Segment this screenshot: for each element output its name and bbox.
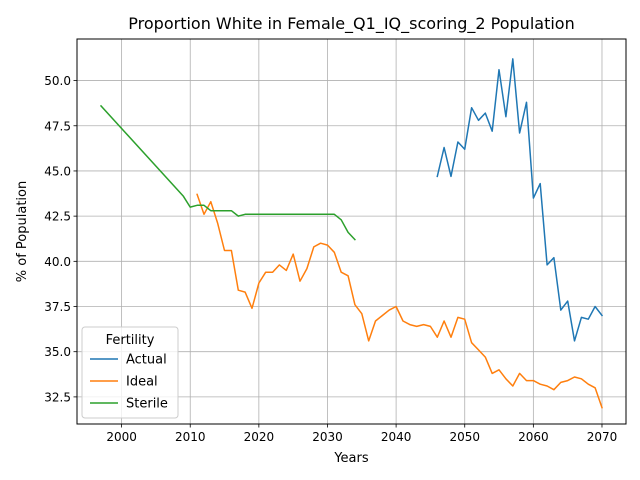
y-tick-label: 47.5 [44,119,71,133]
chart-title: Proportion White in Female_Q1_IQ_scoring… [128,14,574,34]
plot-area-frame [76,38,627,425]
x-axis-label: Years [333,451,369,466]
series-line-ideal [196,193,603,409]
x-tick-label: 2050 [449,430,480,444]
series-lines [99,58,604,409]
legend-entries: Actual Ideal Sterile [90,353,168,412]
y-tick-label: 35.0 [44,345,71,359]
series-line-sterile [99,104,356,241]
x-tick-label: 2040 [381,430,412,444]
y-tick-label: 37.5 [44,300,71,314]
legend-box [81,326,179,419]
legend-label-actual: Actual [126,353,167,368]
x-tick-label: 2030 [312,430,343,444]
legend-title: Fertility [106,333,155,348]
y-tick-label: 32.5 [44,390,71,404]
x-tick-label: 2020 [244,430,275,444]
y-axis-label: % of Population [15,181,30,282]
x-tick-label: 2000 [106,430,137,444]
x-tick-label: 2070 [587,430,618,444]
y-tick-label: 50.0 [44,74,71,88]
y-tick-label: 42.5 [44,210,71,224]
x-tick-label: 2010 [175,430,206,444]
series-line-actual [436,58,604,342]
legend-label-sterile: Sterile [126,397,168,412]
legend-label-ideal: Ideal [126,375,158,390]
y-tick-label: 45.0 [44,164,71,178]
x-tick-label: 2060 [518,430,549,444]
y-axis-ticks: 32.5 35.0 37.5 40.0 42.5 45.0 47.5 50.0 [44,74,77,404]
legend: Fertility Actual Ideal Sterile [81,326,179,419]
x-axis-ticks: 2000 2010 2020 2030 2040 2050 2060 2070 [106,424,617,444]
y-tick-label: 40.0 [44,255,71,269]
